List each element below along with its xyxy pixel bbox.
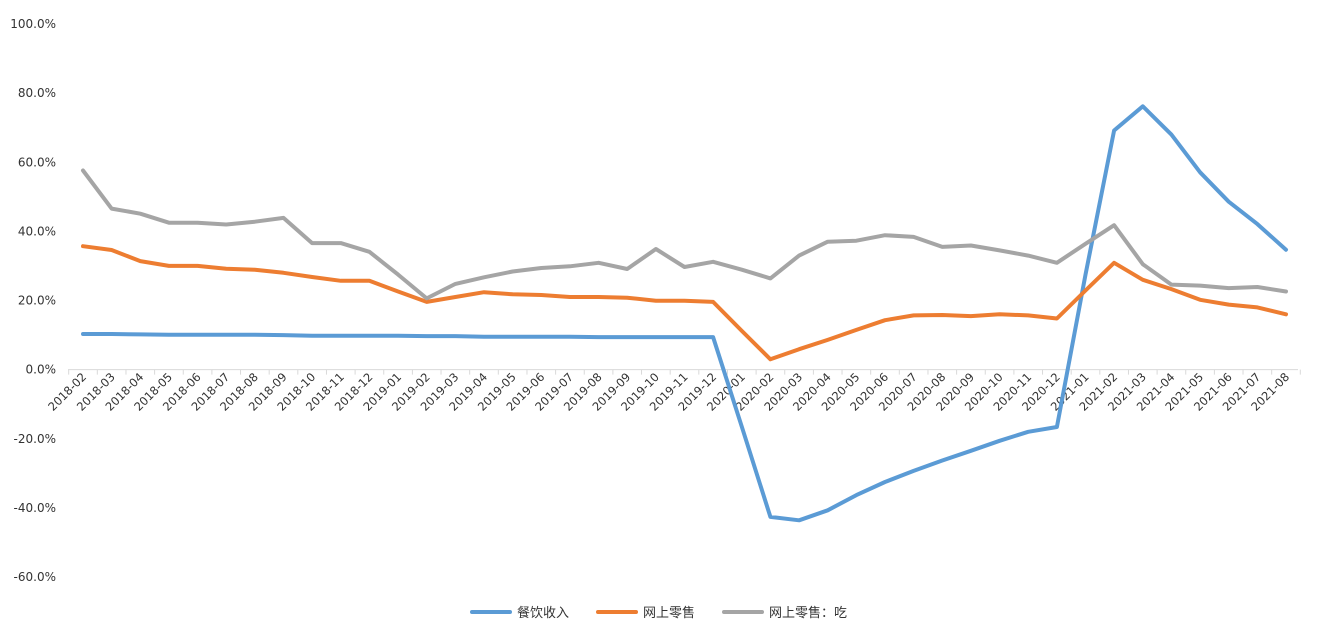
- y-tick-label: -20.0%: [14, 432, 56, 446]
- y-tick-label: 0.0%: [26, 363, 57, 377]
- y-tick-label: 40.0%: [18, 224, 56, 238]
- legend: 餐饮收入 网上零售 网上零售：吃: [470, 605, 847, 621]
- y-tick-label: 20.0%: [18, 294, 56, 308]
- y-axis: -60.0% -40.0% -20.0% 0.0% 20.0% 40.0% 60.0% 80.…: [10, 17, 56, 584]
- y-tick-label: -40.0%: [14, 501, 56, 515]
- series-layer: [81, 104, 1288, 523]
- series-line-3: [81, 168, 1288, 301]
- y-tick-label: -60.0%: [14, 570, 56, 584]
- legend-label-1: 餐饮收入: [517, 605, 569, 621]
- y-tick-label: 60.0%: [18, 155, 56, 169]
- series-line-1: [81, 104, 1288, 523]
- series-line-2: [81, 244, 1288, 362]
- y-tick-label: 100.0%: [10, 17, 56, 31]
- legend-label-3: 网上零售：吃: [769, 605, 847, 621]
- y-tick-label: 80.0%: [18, 86, 56, 100]
- legend-label-2: 网上零售: [643, 605, 695, 621]
- x-axis: 2018-022018-032018-042018-052018-062018-…: [45, 369, 1301, 414]
